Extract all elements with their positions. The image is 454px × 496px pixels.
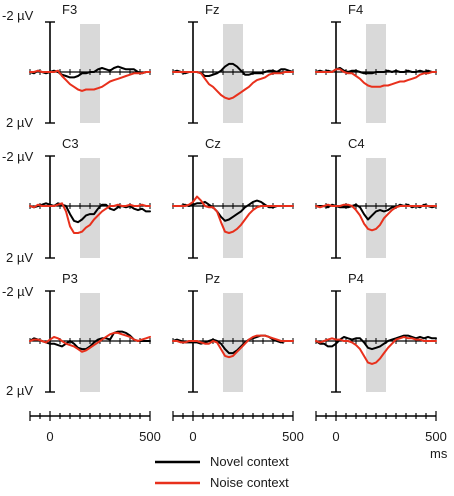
x-axis-2: 0 500 — [172, 411, 304, 444]
x-tick-label: 500 — [282, 429, 304, 444]
panel-title: P4 — [348, 271, 364, 286]
noise-context-line — [29, 331, 151, 353]
y-tick-label-top: -2 µV — [2, 8, 34, 23]
x-tick-label: 0 — [332, 429, 339, 444]
noise-context-line — [172, 334, 294, 359]
panel-f4: F4 — [315, 2, 437, 124]
y-tick-label-bottom: 2 µV — [6, 250, 33, 265]
legend-label: Noise context — [210, 475, 289, 490]
y-tick-label-bottom: 2 µV — [6, 383, 33, 398]
panel-p3: P3 — [29, 271, 151, 393]
noise-context-line — [172, 195, 294, 234]
novel-context-line — [315, 334, 437, 351]
y-tick-label-top: -2 µV — [2, 149, 34, 164]
novel-context-line — [29, 202, 151, 224]
panel-p4: P4 — [315, 271, 437, 393]
y-tick-label-bottom: 2 µV — [6, 115, 33, 130]
x-tick-label: 0 — [46, 429, 53, 444]
panel-title: Cz — [205, 136, 221, 151]
noise-context-line — [315, 335, 437, 365]
panel-pz: Pz — [172, 271, 294, 393]
panel-title: C4 — [348, 136, 365, 151]
y-tick-label-top: -2 µV — [2, 284, 34, 299]
panel-f3: F3 — [29, 2, 151, 124]
noise-context-line — [29, 69, 151, 92]
panel-title: Pz — [205, 271, 220, 286]
x-tick-label: 500 — [425, 429, 447, 444]
noise-context-line — [29, 202, 151, 234]
noise-context-line — [172, 71, 294, 100]
legend-label: Novel context — [210, 454, 289, 469]
noise-context-line — [315, 68, 437, 88]
noise-context-line — [315, 203, 437, 232]
panel-title: P3 — [62, 271, 78, 286]
panel-title: C3 — [62, 136, 79, 151]
novel-context-line — [172, 199, 294, 222]
x-tick-label: 0 — [189, 429, 196, 444]
panel-fz: Fz — [172, 2, 294, 124]
novel-context-line — [172, 334, 294, 355]
panel-c3: C3 — [29, 136, 151, 259]
legend-item-noise: Noise context — [155, 475, 289, 490]
erp-panels: F3 Fz F4 C3 Cz C4 P3 Pz P4 — [29, 2, 437, 393]
x-axis-3: 0 500 — [315, 411, 447, 444]
panel-title: F4 — [348, 2, 363, 17]
panel-cz: Cz — [172, 136, 294, 259]
panel-c4: C4 — [315, 136, 437, 259]
x-tick-label: 500 — [139, 429, 161, 444]
panel-title: Fz — [205, 2, 219, 17]
panel-title: F3 — [62, 2, 77, 17]
y-axis-labels: -2 µV 2 µV -2 µV 2 µV -2 µV 2 µV — [2, 8, 34, 398]
legend: Novel context Noise context — [155, 454, 289, 490]
x-axis-unit-label: ms — [430, 446, 448, 461]
legend-item-novel: Novel context — [155, 454, 289, 469]
x-axis: 0 500 0 500 0 500 ms — [29, 411, 448, 461]
novel-context-line — [29, 330, 151, 351]
x-axis-1: 0 500 — [29, 411, 161, 444]
